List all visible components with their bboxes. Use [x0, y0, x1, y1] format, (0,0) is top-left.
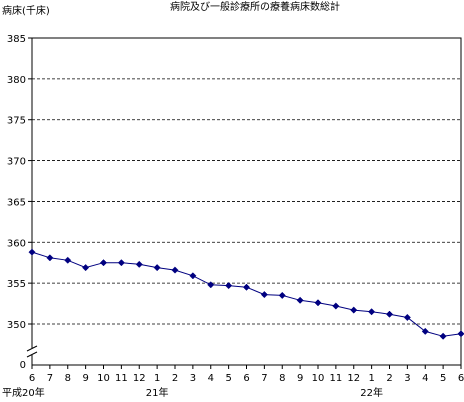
data-point [135, 260, 143, 268]
y-tick-label: 355 [7, 279, 26, 290]
data-point [260, 291, 268, 299]
y-tick-label: 380 [7, 75, 26, 86]
data-point [64, 256, 72, 264]
x-tick-label: 7 [261, 373, 267, 384]
x-tick-label: 6 [458, 373, 464, 384]
x-tick-label: 10 [97, 373, 110, 384]
x-tick-label: 9 [297, 373, 303, 384]
data-point [28, 248, 36, 256]
x-year-label: 平成20年 [2, 386, 45, 399]
data-point [457, 330, 464, 338]
axis-break-gap [27, 348, 37, 355]
data-point [189, 272, 197, 280]
axis-break-mark [26, 345, 38, 352]
x-tick-label: 3 [190, 373, 196, 384]
x-tick-label: 10 [312, 373, 325, 384]
data-point [82, 264, 90, 272]
data-point [421, 327, 429, 335]
chart-title: 病院及び一般診療所の療養病床数総計 [170, 0, 340, 13]
y-tick-label: 375 [7, 116, 26, 127]
y-axis-ticks: 385 380 375 370 365 360 355 350 0 [7, 34, 32, 371]
x-tick-label: 5 [225, 373, 231, 384]
data-series [28, 248, 464, 340]
axis-break-mark [26, 351, 38, 358]
y-axis-label: 病床(千床) [2, 4, 50, 17]
x-tick-label: 9 [82, 373, 88, 384]
x-tick-label: 2 [386, 373, 392, 384]
x-tick-label: 7 [47, 373, 53, 384]
series-line [31, 251, 462, 337]
x-tick-label: 2 [172, 373, 178, 384]
data-point [153, 264, 161, 272]
y-tick-label: 0 [20, 360, 26, 371]
data-point [385, 310, 394, 318]
x-tick-label: 8 [65, 373, 71, 384]
x-tick-label: 1 [154, 373, 160, 384]
data-point [99, 259, 108, 267]
data-point [439, 332, 447, 340]
x-tick-label: 12 [133, 373, 146, 384]
y-tick-label: 385 [7, 34, 26, 45]
x-tick-label: 8 [279, 373, 285, 384]
data-point [225, 282, 233, 290]
data-point [314, 299, 322, 307]
x-year-label: 21年 [146, 386, 169, 399]
data-point [242, 283, 251, 291]
y-tick-label: 350 [7, 320, 26, 331]
x-tick-label: 11 [115, 373, 128, 384]
y-tick-label: 370 [7, 157, 26, 168]
data-point [350, 306, 358, 314]
x-tick-label: 4 [422, 373, 428, 384]
data-point [171, 266, 179, 274]
data-point [296, 296, 304, 304]
data-point [403, 313, 411, 322]
x-tick-label: 4 [208, 373, 214, 384]
y-tick-label: 365 [7, 197, 26, 208]
x-tick-label: 1 [368, 373, 374, 384]
x-tick-label: 5 [440, 373, 446, 384]
data-point [332, 302, 340, 310]
data-point [46, 254, 54, 262]
data-point [368, 308, 376, 316]
gridlines [32, 78, 461, 325]
data-point [278, 291, 286, 299]
x-tick-label: 6 [243, 373, 249, 384]
x-tick-label: 3 [404, 373, 410, 384]
data-point [207, 281, 215, 289]
x-tick-label: 12 [347, 373, 360, 384]
x-tick-label: 11 [330, 373, 343, 384]
x-year-label: 22年 [360, 386, 383, 399]
data-point [117, 259, 125, 267]
y-tick-label: 360 [7, 238, 26, 249]
x-tick-label: 6 [29, 373, 35, 384]
